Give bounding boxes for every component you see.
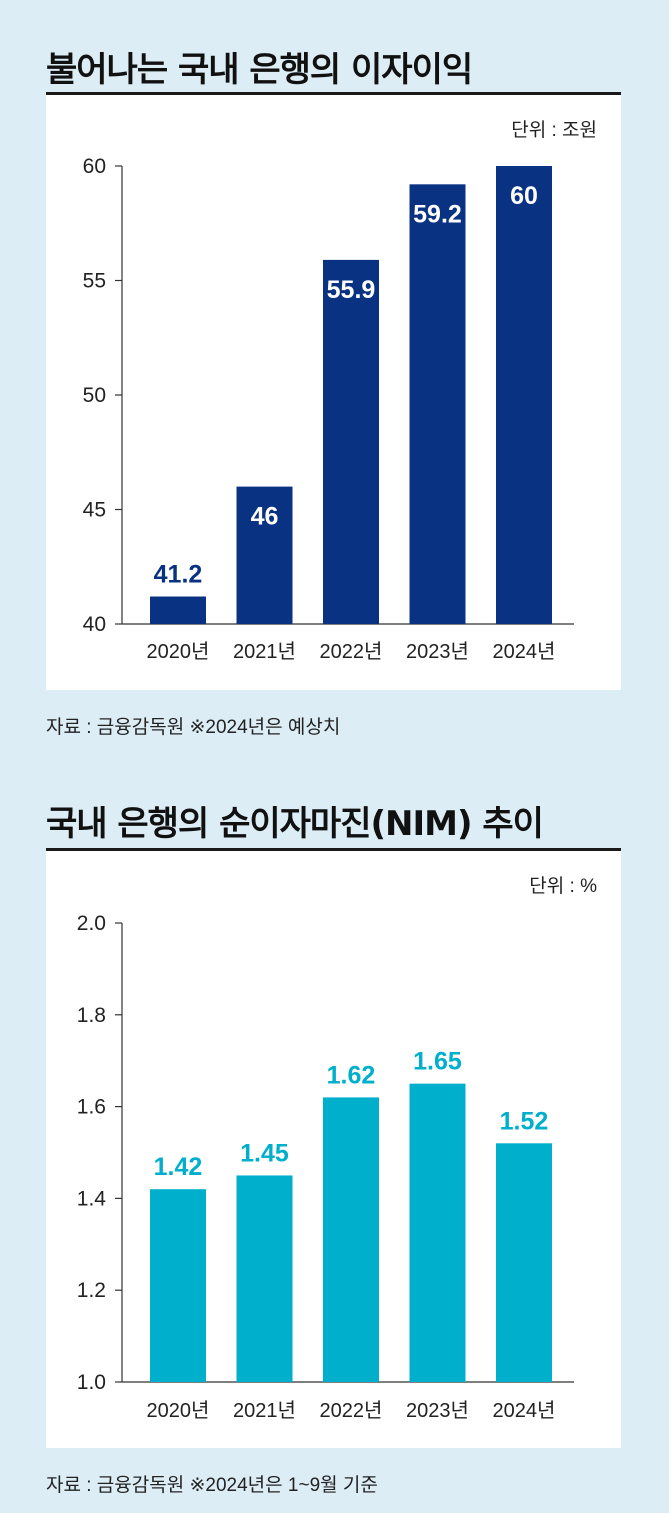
title-rule [46, 848, 621, 851]
chart-section-interest-income: 불어나는 국내 은행의 이자이익 단위 : 조원 40 45 50 55 60 41.2 2… [46, 50, 621, 738]
bar [323, 1097, 379, 1382]
x-tick-label: 2020년 [147, 640, 210, 663]
chart-panel: 단위 : % 1.0 1.2 1.4 1.6 1.8 2.0 1.42 2020년 1.45 20… [46, 851, 621, 1448]
x-tick-label: 2024년 [493, 1399, 556, 1422]
x-tick-label: 2022년 [320, 1399, 383, 1422]
bar [323, 259, 379, 624]
data-label: 55.9 [327, 276, 376, 304]
x-tick-label: 2022년 [320, 640, 383, 663]
y-tick-label: 1.6 [77, 1096, 106, 1119]
source-note: 자료 : 금융감독원 ※2024년은 1~9월 기준 [46, 1475, 378, 1496]
x-tick-label: 2021년 [233, 640, 296, 663]
title-rule [46, 92, 621, 95]
bar-chart: 40 45 50 55 60 41.2 2020년 46 2021년 55.9 2022년 59.2 2… [83, 155, 574, 663]
y-tick-label: 1.4 [77, 1187, 107, 1210]
x-tick-label: 2024년 [493, 640, 556, 663]
bar [236, 1175, 293, 1382]
data-label: 1.42 [154, 1153, 203, 1181]
y-tick-label: 55 [83, 270, 106, 293]
data-label: 1.65 [413, 1048, 462, 1076]
unit-label: 단위 : 조원 [511, 120, 597, 141]
x-tick-label: 2023년 [406, 1399, 469, 1422]
data-label: 46 [251, 503, 279, 531]
bar [150, 1189, 206, 1382]
source-note: 자료 : 금융감독원 ※2024년은 예상치 [46, 717, 341, 738]
y-tick-label: 2.0 [77, 912, 106, 935]
data-label: 41.2 [154, 561, 203, 589]
bar-chart: 1.0 1.2 1.4 1.6 1.8 2.0 1.42 2020년 1.45 2021년 1.62… [77, 912, 574, 1422]
bar [409, 1083, 466, 1382]
y-tick-label: 40 [83, 613, 106, 636]
data-label: 1.52 [500, 1107, 549, 1135]
y-tick-label: 1.0 [77, 1371, 106, 1394]
y-tick-label: 60 [83, 155, 106, 178]
data-label: 59.2 [413, 200, 462, 228]
bar [236, 486, 293, 624]
bar [150, 596, 206, 624]
data-label: 1.62 [327, 1061, 376, 1089]
data-label: 60 [510, 182, 538, 210]
x-tick-label: 2021년 [233, 1399, 296, 1422]
y-tick-label: 1.8 [77, 1004, 106, 1027]
y-tick-label: 1.2 [77, 1279, 106, 1302]
chart-section-nim: 국내 은행의 순이자마진(NIM) 추이 단위 : % 1.0 1.2 1.4 1.6… [0, 760, 669, 1513]
y-tick-label: 50 [83, 384, 106, 407]
unit-label: 단위 : % [529, 876, 597, 897]
y-tick-label: 45 [83, 499, 106, 522]
x-tick-label: 2023년 [406, 640, 469, 663]
bar [409, 184, 466, 624]
bar [496, 1143, 552, 1382]
chart-title: 국내 은행의 순이자마진(NIM) 추이 [46, 804, 544, 844]
x-tick-label: 2020년 [147, 1399, 210, 1422]
chart-title: 불어나는 국내 은행의 이자이익 [46, 50, 473, 90]
bar [496, 166, 552, 624]
data-label: 1.45 [240, 1139, 289, 1167]
chart-panel: 단위 : 조원 40 45 50 55 60 41.2 2020년 46 2021년 55.9 20… [46, 95, 621, 690]
